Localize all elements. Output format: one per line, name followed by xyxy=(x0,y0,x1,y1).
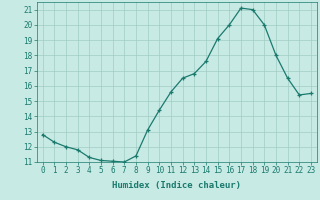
X-axis label: Humidex (Indice chaleur): Humidex (Indice chaleur) xyxy=(112,181,241,190)
